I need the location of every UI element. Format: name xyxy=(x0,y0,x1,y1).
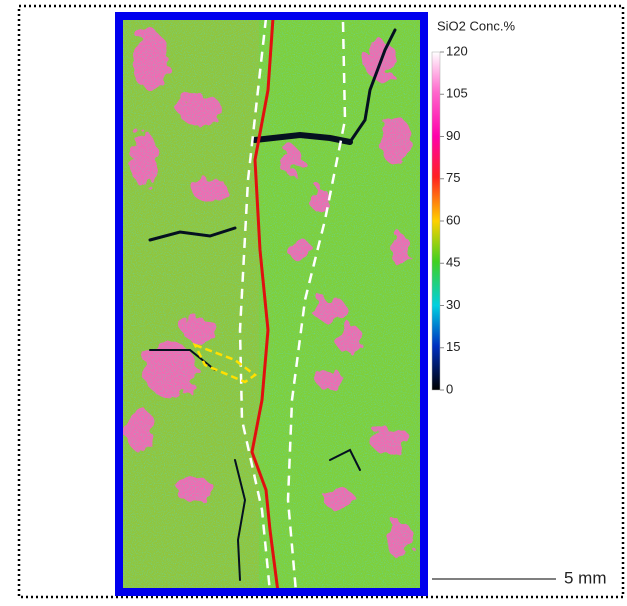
colorbar-tick-label: 30 xyxy=(446,297,460,312)
colorbar-tick-label: 45 xyxy=(446,255,460,270)
colorbar-tick-label: 15 xyxy=(446,339,460,354)
colorbar-title: SiO2 Conc.% xyxy=(437,18,515,33)
element-map xyxy=(119,16,424,592)
colorbar-tick-label: 120 xyxy=(446,43,468,58)
colorbar-tick-label: 75 xyxy=(446,170,460,185)
colorbar-tick-label: 60 xyxy=(446,212,460,227)
scale-bar-label: 5 mm xyxy=(564,568,607,587)
figure: SiO2 Conc.% 5 mm 120 105 90 75 60 45 30 15 0 xyxy=(0,0,627,601)
colorbar xyxy=(432,52,440,390)
colorbar-tick-label: 105 xyxy=(446,86,468,101)
colorbar-tick-label: 0 xyxy=(446,381,453,396)
colorbar-tick-label: 90 xyxy=(446,128,460,143)
